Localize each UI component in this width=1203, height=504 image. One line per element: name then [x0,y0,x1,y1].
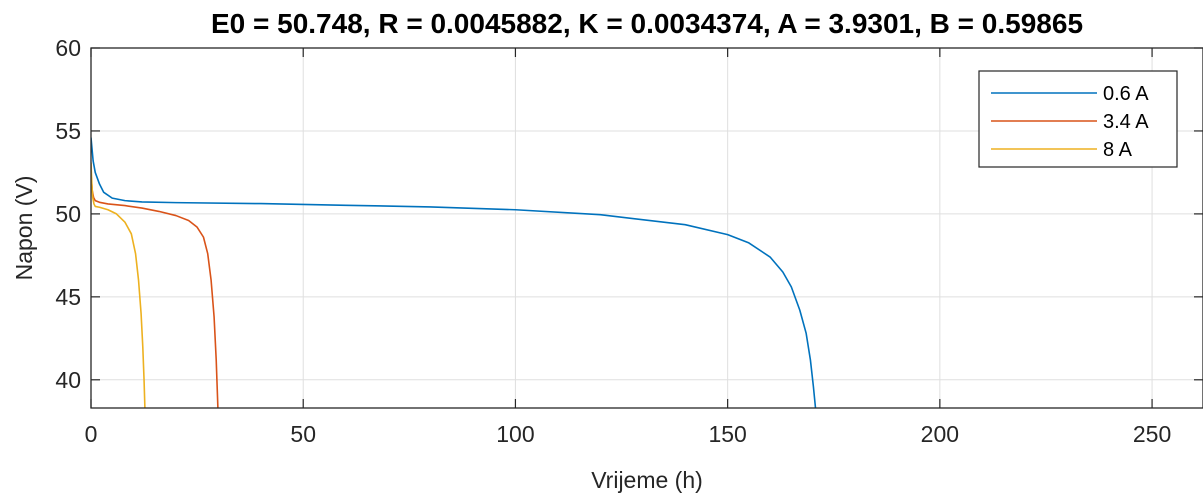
x-tick-label: 100 [496,421,534,447]
series-line-3 [91,162,146,408]
axis-ticks: 0 50 100 150 200 250 40 45 50 55 60 [55,35,1203,447]
series-line-2 [91,174,219,408]
y-axis-label: Napon (V) [11,176,37,281]
y-tick-label: 55 [55,118,81,144]
axes-box [90,47,1203,409]
y-tick-label: 60 [55,35,81,61]
x-tick-label: 150 [708,421,746,447]
legend-label: 3.4 A [1103,111,1149,133]
y-tick-label: 45 [55,284,81,310]
x-axis-label: Vrijeme (h) [591,467,703,493]
legend-box [978,70,1178,168]
series-line-1 [91,137,817,408]
legend: 0.6 A 3.4 A 8 A [978,70,1178,168]
y-tick-label: 40 [55,367,81,393]
plot-series [91,137,817,408]
x-tick-label: 250 [1133,421,1171,447]
legend-label: 0.6 A [1103,83,1149,105]
x-tick-label: 200 [921,421,959,447]
chart-title: E0 = 50.748, R = 0.0045882, K = 0.003437… [211,8,1083,39]
x-tick-label: 0 [85,421,98,447]
y-tick-label: 50 [55,201,81,227]
legend-label: 8 A [1103,139,1133,161]
x-tick-label: 50 [290,421,316,447]
